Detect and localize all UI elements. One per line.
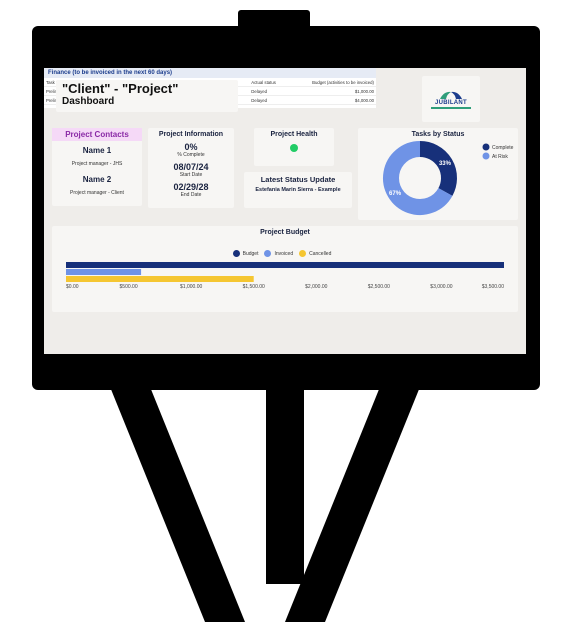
- legend-swatch: [482, 152, 490, 160]
- easel-leg-right: [284, 372, 426, 622]
- title-card: "Client" - "Project" Dashboard: [56, 80, 238, 112]
- budget-legend-item: Budget: [232, 250, 259, 257]
- budget-bar-invoiced: [66, 269, 142, 275]
- budget-bar-cancelled: [66, 276, 254, 282]
- contact-name: Name 1: [82, 146, 112, 155]
- x-tick-label: $0.00: [66, 284, 79, 290]
- page-title: "Client" - "Project": [62, 81, 179, 96]
- legend-swatch: [264, 250, 272, 257]
- contacts-title: Project Contacts: [52, 128, 142, 141]
- status-update-text: Estefania Marin Sierra - Example: [255, 187, 341, 193]
- table-cell: Delayed: [251, 88, 268, 94]
- start-date-value: 08/07/24: [173, 162, 209, 172]
- x-tick-label: $500.00: [120, 284, 138, 290]
- x-tick-label: $2,500.00: [368, 284, 390, 290]
- project-contacts-card: Project Contacts Name 1 Project manager …: [52, 128, 142, 206]
- legend-label: Complete: [492, 145, 514, 151]
- table-cell: $1,000.00: [354, 88, 374, 94]
- info-title: Project Information: [158, 131, 224, 138]
- budget-bar-chart: $0.00 $500.00 $1,000.00 $1,500.00 $2,000.00 $…: [66, 262, 504, 290]
- donut-slice-complete: [419, 141, 457, 196]
- legend-label: At Risk: [492, 154, 508, 160]
- logo-underline: [431, 106, 471, 109]
- project-health-card: Project Health: [254, 128, 334, 166]
- legend-swatch: [232, 250, 240, 257]
- page-subtitle: Dashboard: [62, 96, 115, 107]
- column-header[interactable]: Actual status: [251, 79, 276, 85]
- donut-slice-label: 67%: [389, 191, 402, 197]
- budget-legend: Budget Invoiced Cancelled: [52, 244, 518, 262]
- start-date-label: Start Date: [179, 172, 203, 178]
- x-tick-label: $3,000.00: [430, 284, 452, 290]
- contact-name: Name 2: [82, 175, 112, 184]
- legend-label: Budget: [242, 250, 259, 257]
- budget-title: Project Budget: [260, 229, 310, 236]
- budget-bar-budget: [66, 262, 504, 268]
- column-header[interactable]: Budget (activities to be invoiced): [312, 79, 374, 85]
- budget-legend-item: Cancelled: [299, 250, 331, 257]
- easel-leg-center: [266, 380, 304, 584]
- x-tick-label: $3,500.00: [482, 284, 504, 290]
- logo-text: JUBILANT: [434, 99, 468, 106]
- status-update-title: Latest Status Update: [260, 175, 336, 184]
- easel-leg-left: [104, 372, 246, 622]
- donut-slice-at-risk: [383, 141, 453, 215]
- percent-complete-value: 0%: [184, 142, 198, 152]
- logo: JUBILANT: [422, 76, 480, 122]
- legend-swatch: [299, 250, 307, 257]
- end-date-value: 02/29/28: [173, 182, 209, 192]
- logo-icon: [440, 91, 462, 99]
- contact-role: Project manager - Client: [70, 190, 124, 196]
- finance-title: Finance (to be invoiced in the next 60 d…: [44, 68, 376, 78]
- x-tick-label: $2,000.00: [305, 284, 327, 290]
- end-date-label: End Date: [180, 192, 202, 198]
- legend-swatch: [482, 143, 490, 151]
- health-status-dot: [290, 144, 298, 152]
- percent-complete-label: % Complete: [177, 152, 205, 158]
- table-cell: Delayed: [251, 97, 268, 103]
- table-cell: $4,000.00: [354, 97, 374, 103]
- budget-legend-item: Invoiced: [264, 250, 293, 257]
- tasks-title: Tasks by Status: [411, 131, 465, 138]
- x-tick-label: $1,500.00: [243, 284, 265, 290]
- contact-role: Project manager - JHS: [71, 161, 123, 167]
- tasks-by-status-card: Tasks by Status 33% 67% Complete At Risk: [358, 128, 518, 220]
- health-title: Project Health: [270, 131, 318, 138]
- donut-slice-label: 33%: [439, 161, 452, 167]
- project-budget-card: Project Budget Budget Invoiced Cancelled $…: [52, 226, 518, 312]
- dashboard-screen: "Client" - "Project" Dashboard JUBILANT …: [44, 68, 526, 354]
- tasks-donut-chart: 33% 67% Complete At Risk: [383, 141, 514, 215]
- legend-label: Cancelled: [309, 250, 332, 257]
- status-update-card: Latest Status Update Estefania Marin Sie…: [244, 172, 352, 208]
- x-tick-label: $1,000.00: [180, 284, 202, 290]
- legend-label: Invoiced: [274, 250, 294, 257]
- project-information-card: Project Information 0% % Complete 08/07/…: [148, 128, 234, 208]
